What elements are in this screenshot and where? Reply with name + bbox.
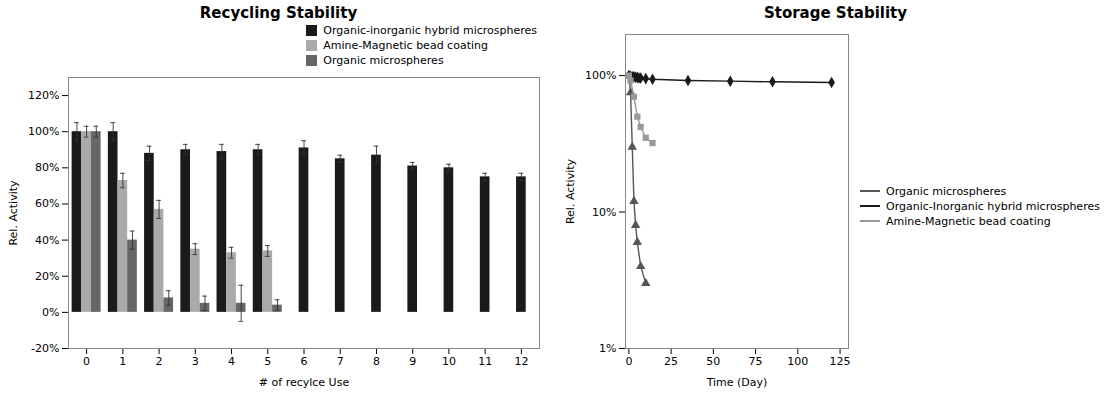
svg-text:Time (Day): Time (Day)	[706, 376, 768, 389]
svg-text:7: 7	[337, 355, 344, 368]
svg-text:10: 10	[442, 355, 456, 368]
svg-text:0%: 0%	[42, 306, 59, 319]
svg-text:20%: 20%	[35, 270, 59, 283]
svg-text:4: 4	[228, 355, 235, 368]
html-text:Organic microspheres: Organic microspheres	[886, 184, 1007, 198]
svg-text:Rel. Activity: Rel. Activity	[564, 158, 577, 224]
svg-text:10%: 10%	[592, 206, 616, 219]
html-text:Organic-inorganic hybrid micro: Organic-inorganic hybrid microspheres	[323, 24, 537, 37]
svg-text:80%: 80%	[35, 161, 59, 174]
html-text:Amine-Magnetic bead coating: Amine-Magnetic bead coating	[886, 214, 1051, 228]
svg-text:50: 50	[706, 355, 720, 368]
html-text:Recycling Stability: Recycling Stability	[199, 4, 358, 22]
svg-text:1: 1	[119, 355, 126, 368]
svg-text:-20%: -20%	[31, 342, 59, 355]
html-text:Storage Stability: Storage Stability	[763, 4, 908, 22]
svg-text:100%: 100%	[585, 69, 616, 82]
svg-text:75: 75	[749, 355, 763, 368]
svg-text:0: 0	[83, 355, 90, 368]
svg-text:1%: 1%	[599, 342, 616, 355]
svg-text:0: 0	[625, 355, 632, 368]
svg-text:11: 11	[478, 355, 492, 368]
html-text:Organic microspheres: Organic microspheres	[323, 54, 444, 67]
svg-text:9: 9	[409, 355, 416, 368]
svg-text:Rel. Activity: Rel. Activity	[7, 180, 20, 246]
svg-text:60%: 60%	[35, 197, 59, 210]
svg-text:120%: 120%	[28, 89, 59, 102]
svg-text:100%: 100%	[28, 125, 59, 138]
html-text:Organic-Inorganic hybrid micro: Organic-Inorganic hybrid microspheres	[886, 199, 1100, 213]
html-text:Amine-Magnetic bead coating: Amine-Magnetic bead coating	[323, 39, 488, 52]
svg-text:# of recylce Use: # of recylce Use	[259, 376, 350, 389]
svg-text:125: 125	[830, 355, 851, 368]
svg-text:100: 100	[787, 355, 808, 368]
svg-text:40%: 40%	[35, 234, 59, 247]
svg-text:8: 8	[373, 355, 380, 368]
svg-text:12: 12	[514, 355, 528, 368]
svg-text:25: 25	[664, 355, 678, 368]
svg-text:3: 3	[192, 355, 199, 368]
svg-text:5: 5	[264, 355, 271, 368]
svg-text:2: 2	[156, 355, 163, 368]
svg-text:6: 6	[301, 355, 308, 368]
